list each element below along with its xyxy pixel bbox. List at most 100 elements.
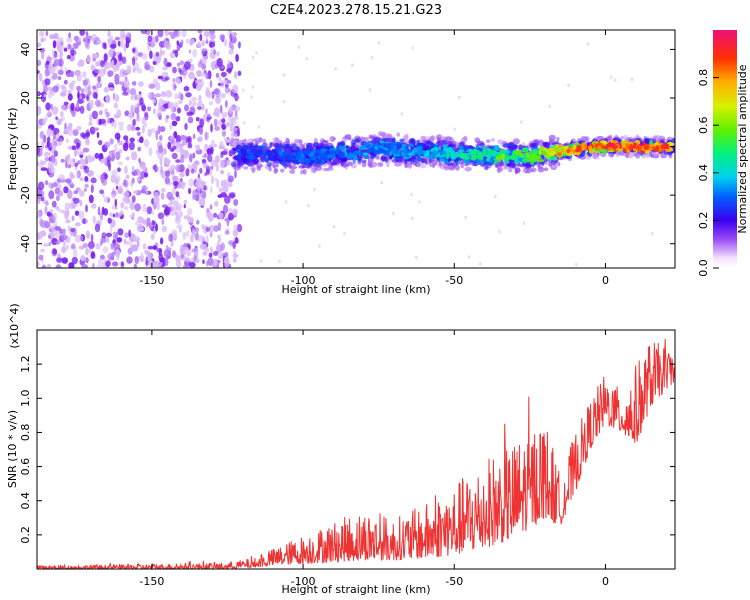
spectrogram-noise-blob	[220, 79, 225, 88]
spectrogram-noise-blob	[70, 231, 74, 237]
spectrogram-noise-blob	[214, 143, 217, 148]
spectrogram-noise-blob	[221, 118, 226, 124]
spectrogram-signal-blob	[295, 146, 300, 152]
spectrogram-noise-blob	[55, 264, 62, 268]
spectrogram-signal-blob	[423, 145, 430, 150]
spectrogram-noise-blob	[161, 225, 168, 233]
spectrogram-signal-blob	[393, 162, 402, 167]
spectrogram-signal-blob	[231, 150, 236, 155]
spectrogram-noise-blob	[57, 76, 62, 81]
spectrogram-noise-blob	[186, 249, 192, 257]
spectrogram-noise-blob	[141, 104, 147, 112]
spectrogram-noise-blob	[66, 155, 71, 164]
spectrogram-noise-blob	[46, 128, 53, 137]
spectrogram-signal-blob	[363, 154, 370, 160]
spectrogram-noise-blob	[216, 57, 223, 68]
spectrogram-noise-blob	[117, 228, 124, 236]
spectrogram-speck	[368, 88, 372, 92]
spectrogram-noise-blob	[208, 252, 213, 258]
spectrogram-noise-blob	[159, 157, 163, 166]
spectrogram-noise-blob	[47, 182, 53, 187]
colorbar-tick-label: 0.0	[697, 259, 710, 277]
spectrogram-noise-blob	[148, 147, 153, 157]
spectrogram-noise-blob	[85, 230, 91, 239]
spectrogram-noise-blob	[133, 168, 141, 176]
spectrogram-noise-blob	[40, 161, 47, 165]
spectrogram-noise-blob	[221, 130, 227, 137]
spectrogram-noise-blob	[72, 129, 79, 137]
spectrogram-noise-blob	[49, 34, 55, 40]
spectrogram-signal-blob	[432, 147, 437, 151]
spectrogram-noise-blob	[115, 185, 119, 190]
spectrogram-noise-blob	[135, 117, 141, 122]
snr-panel: -150 -100 -50 0 0.2 0.4 0.6 0.8 1.0 1.2 Height o…	[6, 303, 676, 596]
spectrogram-noise-blob	[59, 118, 63, 123]
spectrogram-noise-blob	[172, 181, 179, 186]
spectrogram-noise-blob	[75, 142, 81, 149]
spectrogram-noise-blob	[168, 196, 175, 201]
spectrogram-signal-blob	[301, 165, 306, 169]
spectrogram-noise-blob	[71, 243, 76, 249]
spectrogram-noise-blob	[224, 256, 230, 266]
spectrogram-noise-blob	[96, 264, 104, 268]
spectrogram-signal-blob	[512, 154, 519, 158]
spectrogram-signal-blob	[514, 167, 521, 174]
spectrogram-noise-blob	[202, 250, 208, 256]
spectrogram-noise-blob	[39, 218, 44, 227]
spectrogram-noise-blob	[160, 192, 165, 200]
spectrogram-noise-blob	[150, 127, 156, 134]
spectrogram-noise-blob	[80, 88, 85, 94]
spectrogram-noise-blob	[175, 159, 181, 163]
snr-series-line	[37, 338, 675, 569]
spectrogram-noise-blob	[52, 49, 55, 56]
spectrogram-noise-blob	[76, 149, 80, 155]
spectrogram-noise-blob	[202, 259, 205, 265]
spectrogram-noise-blob	[107, 117, 111, 124]
spectrogram-noise-blob	[103, 53, 108, 62]
spectrogram-noise-blob	[155, 223, 159, 232]
spectrogram-signal-blob	[459, 159, 465, 165]
spectrogram-noise-blob	[109, 224, 113, 233]
colorbar-tick-label: 0.6	[697, 116, 710, 134]
spectrogram-noise-blob	[56, 132, 60, 140]
spectrogram-noise-blob	[114, 36, 120, 41]
spectrogram-noise-blob	[183, 86, 190, 92]
spectrogram-noise-blob	[228, 40, 233, 49]
spectrogram-noise-blob	[93, 72, 98, 78]
spectrogram-noise-blob	[191, 96, 198, 102]
spectrogram-signal-blob	[256, 151, 263, 156]
spectrogram-signal-blob	[407, 143, 414, 148]
spectrogram-signal-blob	[633, 142, 637, 149]
spectrogram-noise-blob	[97, 75, 101, 83]
spectrogram-noise-blob	[232, 241, 236, 250]
spectrogram-noise-blob	[112, 213, 116, 218]
spectrogram-noise-blob	[150, 233, 155, 240]
spectrogram-noise-blob	[214, 126, 221, 131]
spectrogram-noise-blob	[44, 221, 51, 229]
spectrogram-noise-blob	[194, 168, 197, 174]
spectrogram-noise-blob	[191, 248, 198, 253]
spectrogram-signal-blob	[502, 143, 511, 149]
spectrogram-noise-blob	[165, 90, 173, 98]
spectrogram-noise-blob	[168, 31, 175, 36]
spectrogram-noise-blob	[134, 203, 141, 212]
spectrogram-noise-blob	[114, 73, 120, 81]
spectrogram-noise-blob	[222, 204, 229, 214]
spectrogram-noise-blob	[119, 261, 122, 266]
spectrogram-x-ticks: -150 -100 -50 0	[139, 30, 609, 287]
spectrogram-noise-blob	[58, 209, 64, 213]
spectrogram-noise-blob	[99, 211, 104, 221]
spectrogram-noise-blob	[121, 33, 127, 38]
spectrogram-noise-blob	[156, 247, 163, 253]
spectrogram-noise-blob	[67, 43, 72, 50]
spectrogram-noise-blob	[202, 190, 207, 200]
spectrogram-signal-blob	[478, 155, 484, 161]
spectrogram-noise-blob	[109, 138, 114, 145]
spectrogram-noise-blob	[113, 65, 117, 73]
spectrogram-signal-blob	[263, 148, 267, 153]
spectrogram-signal-blob	[551, 163, 558, 169]
spectrogram-noise-blob	[196, 83, 202, 92]
spectrogram-noise-blob	[178, 99, 183, 105]
spectrogram-noise-blob	[45, 60, 50, 65]
spectrogram-noise-blob	[233, 250, 236, 256]
